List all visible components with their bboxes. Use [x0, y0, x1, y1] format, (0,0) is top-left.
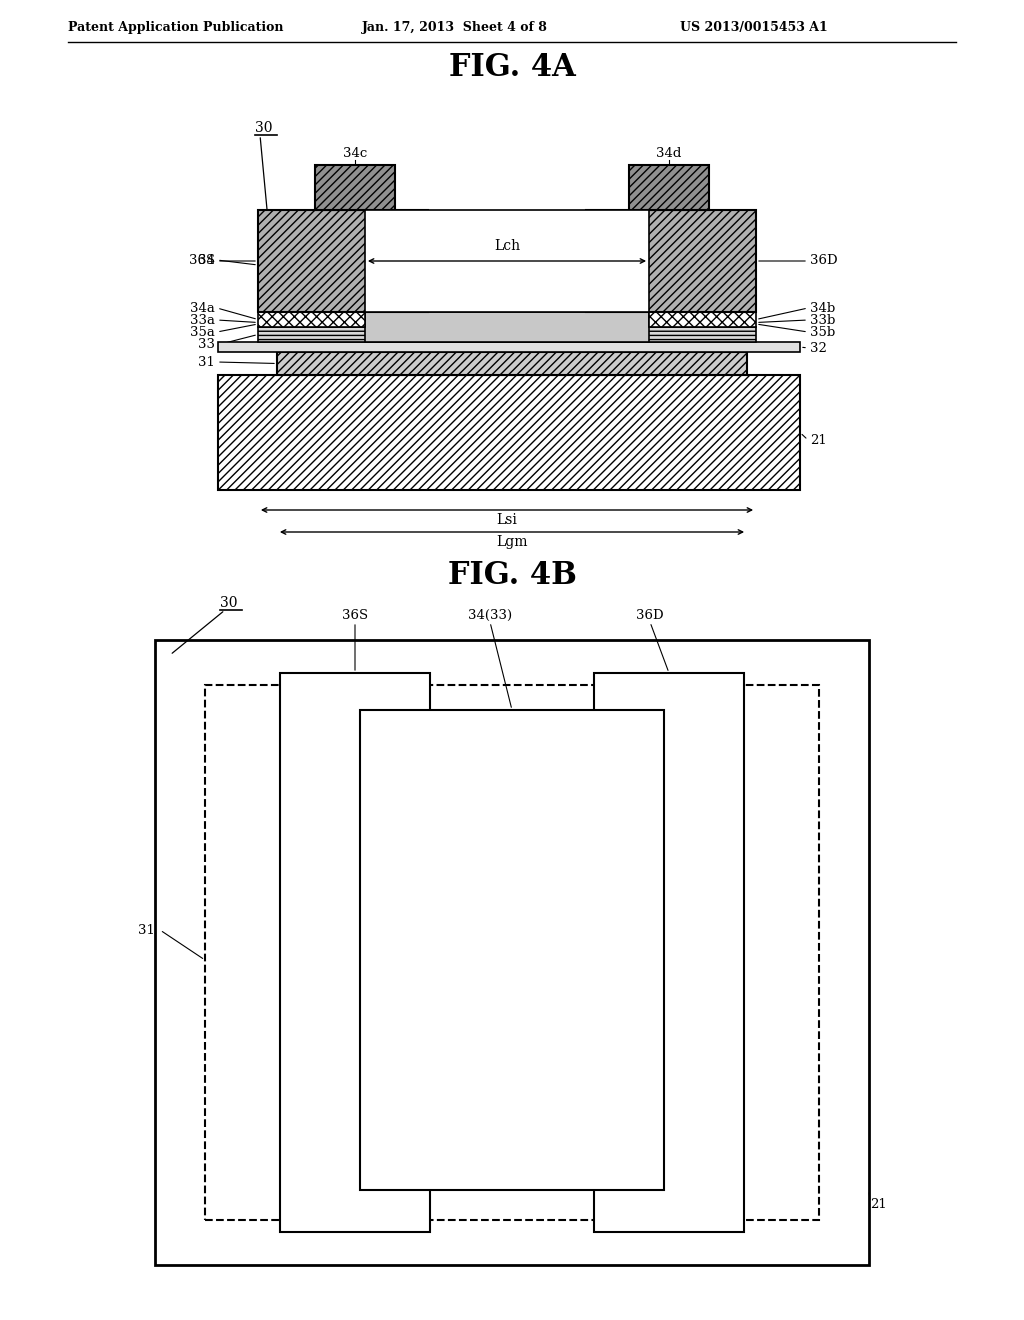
Text: 36D: 36D [810, 255, 838, 268]
Text: 30: 30 [255, 121, 272, 135]
Text: 21: 21 [870, 1199, 887, 1212]
Text: 35b: 35b [810, 326, 836, 338]
Text: 34d: 34d [656, 147, 682, 160]
Text: 36S: 36S [342, 609, 368, 622]
Text: 31: 31 [138, 924, 155, 936]
Bar [205, 685, 819, 1220]
Bar [315, 165, 395, 210]
Text: US 2013/0015453 A1: US 2013/0015453 A1 [680, 21, 827, 34]
Bar [218, 342, 800, 352]
Text: 21: 21 [810, 433, 826, 446]
Bar [365, 210, 649, 312]
Text: Lsi: Lsi [497, 513, 517, 527]
Bar [258, 327, 756, 342]
Text: 35a: 35a [190, 326, 215, 338]
Bar [365, 312, 649, 342]
Bar [218, 375, 800, 490]
Bar [155, 640, 869, 1265]
Bar [360, 710, 664, 1191]
Text: 34b: 34b [810, 301, 836, 314]
Text: FIG. 4A: FIG. 4A [449, 53, 575, 83]
Bar [258, 312, 365, 327]
Bar [629, 165, 709, 210]
Bar [594, 673, 744, 1232]
Bar [649, 312, 756, 327]
Text: 34a: 34a [190, 301, 215, 314]
Text: 30: 30 [220, 597, 238, 610]
Text: 36S: 36S [188, 255, 215, 268]
Text: 33: 33 [198, 338, 215, 351]
Bar [278, 352, 746, 375]
Bar [586, 210, 756, 312]
Text: Patent Application Publication: Patent Application Publication [68, 21, 284, 34]
Text: 36D: 36D [636, 609, 664, 622]
Text: 34: 34 [198, 253, 215, 267]
Bar [258, 210, 428, 312]
Text: 32: 32 [810, 342, 826, 355]
Text: Lch: Lch [494, 239, 520, 253]
Text: 34c: 34c [343, 147, 368, 160]
Text: Lgm: Lgm [497, 535, 527, 549]
Text: FIG. 4B: FIG. 4B [447, 560, 577, 590]
Text: 33a: 33a [190, 314, 215, 326]
Bar [280, 673, 430, 1232]
Text: 34(33): 34(33) [468, 609, 512, 622]
Text: Jan. 17, 2013  Sheet 4 of 8: Jan. 17, 2013 Sheet 4 of 8 [362, 21, 548, 34]
Text: 33b: 33b [810, 314, 836, 326]
Text: 31: 31 [198, 355, 215, 368]
